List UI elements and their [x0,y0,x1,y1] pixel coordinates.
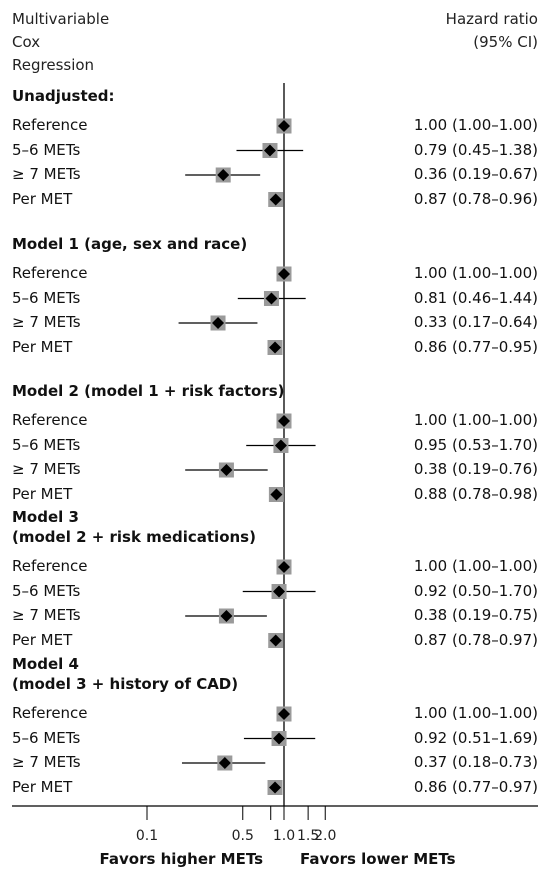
x-tick-label: 0.1 [136,828,158,844]
marker-diamond [273,585,286,598]
marker-diamond [278,415,290,427]
marker-diamond [265,292,278,305]
marker-diamond [270,488,283,501]
row-label: ≥ 7 METs [12,165,81,183]
row-label: ≥ 7 METs [12,753,81,771]
header-right-line-1: Hazard ratio [445,10,538,28]
group-heading: Model 2 (model 1 + risk factors) [12,382,285,400]
row-label: 5–6 METs [12,581,81,600]
group-heading: Unadjusted: [12,87,115,105]
row-label: ≥ 7 METs [12,313,81,331]
row-value: 0.92 (0.51–1.69) [413,728,538,747]
row-value: 0.81 (0.46–1.44) [413,288,538,307]
marker-diamond [273,732,286,745]
row-label: ≥ 7 METs [12,606,81,624]
row-label: Reference [12,411,88,429]
marker-diamond [263,144,276,157]
marker-diamond [278,561,290,573]
row-value: 0.86 (0.77–0.95) [413,337,538,356]
row-label: 5–6 METs [12,140,81,159]
row-value: 0.38 (0.19–0.76) [413,460,538,478]
marker-diamond [269,341,282,354]
row-label: Per MET [12,777,73,796]
row-label: Reference [12,264,88,282]
group-heading: Model 1 (age, sex and race) [12,235,248,253]
row-value: 0.38 (0.19–0.75) [413,606,538,624]
row-value: 0.86 (0.77–0.97) [413,777,538,796]
row-value: 0.88 (0.78–0.98) [413,484,538,503]
header-left-line-3: Regression [12,56,95,74]
header-right-line-2: (95% CI) [473,33,538,51]
x-tick-label: 2.0 [314,828,336,844]
row-value: 0.87 (0.78–0.96) [413,189,538,208]
group-heading: Model 4 [12,655,79,673]
row-label: Reference [12,557,88,575]
row-label: Per MET [12,337,73,356]
marker-diamond [278,120,290,132]
marker-diamond [278,708,290,720]
x-tick-label: 1.5 [297,828,319,844]
row-label: 5–6 METs [12,728,81,747]
marker-diamond [269,634,282,647]
row-value: 0.36 (0.19–0.67) [413,165,538,183]
group-heading: Model 3 [12,508,79,526]
marker-diamond [278,268,290,280]
marker-diamond [218,757,231,769]
row-label: 5–6 METs [12,435,81,454]
row-value: 1.00 (1.00–1.00) [413,557,538,575]
favors-right-label: Favors lower METs [300,850,456,868]
header-left: Multivariable Cox Regression [12,8,109,77]
row-value: 0.87 (0.78–0.97) [413,630,538,649]
row-label: Reference [12,704,88,722]
marker-diamond [220,464,233,476]
marker-diamond [220,610,233,622]
marker-diamond [269,193,282,206]
row-value: 1.00 (1.00–1.00) [413,704,538,722]
row-value: 0.92 (0.50–1.70) [413,581,538,600]
row-value: 1.00 (1.00–1.00) [413,264,538,282]
row-label: Per MET [12,630,73,649]
row-label: Per MET [12,189,73,208]
row-value: 1.00 (1.00–1.00) [413,116,538,134]
group-heading: (model 2 + risk medications) [12,528,256,546]
marker-diamond [217,169,230,181]
group-heading: (model 3 + history of CAD) [12,675,239,693]
row-label: 5–6 METs [12,288,81,307]
x-tick-label: 1.0 [273,828,295,844]
favors-left-label: Favors higher METs [99,850,264,868]
row-label: ≥ 7 METs [12,460,81,478]
row-value: 0.95 (0.53–1.70) [413,435,538,454]
header-left-line-2: Cox [12,33,41,51]
marker-diamond [269,781,282,794]
row-label: Per MET [12,484,73,503]
header-right: Hazard ratio (95% CI) [446,8,538,54]
row-label: Reference [12,116,88,134]
row-value: 0.37 (0.18–0.73) [413,753,538,771]
header-left-line-1: Multivariable [12,10,110,28]
row-value: 0.79 (0.45–1.38) [413,140,538,159]
row-value: 1.00 (1.00–1.00) [413,411,538,429]
marker-diamond [274,439,287,452]
row-value: 0.33 (0.17–0.64) [413,313,538,331]
marker-diamond [212,317,225,329]
x-tick-label: 0.5 [232,828,254,844]
